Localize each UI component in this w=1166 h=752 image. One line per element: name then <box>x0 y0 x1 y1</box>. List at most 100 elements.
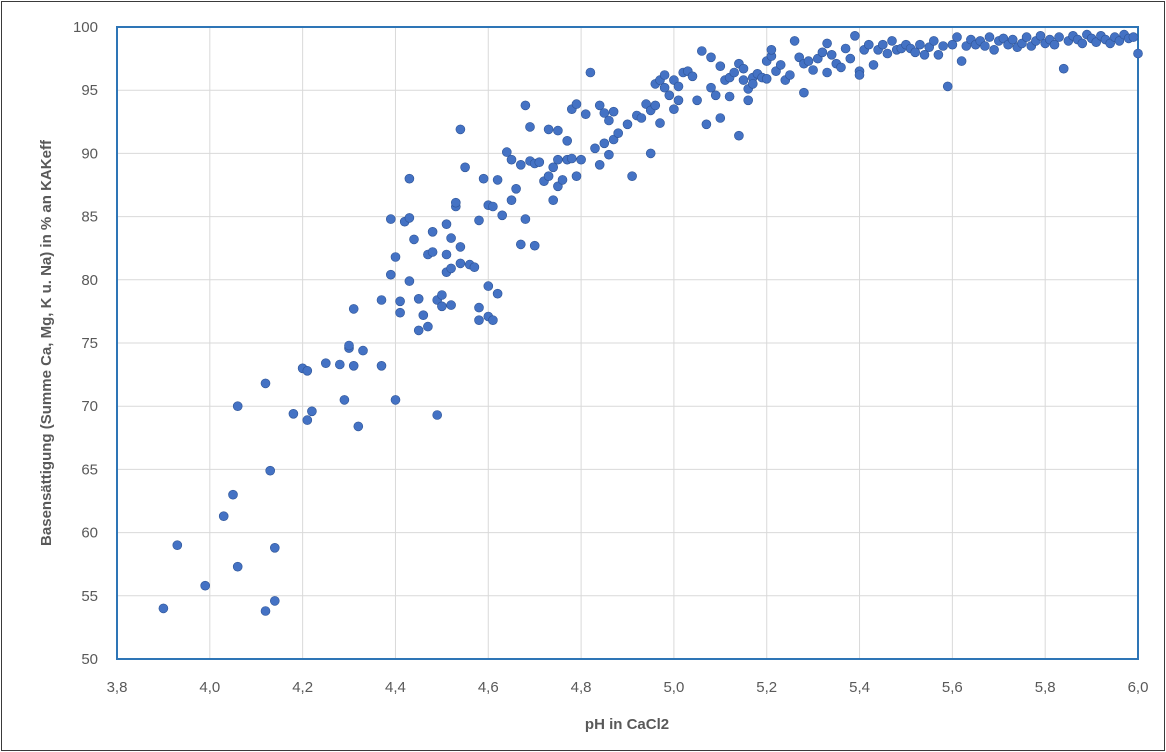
x-tick-label: 5,2 <box>756 679 777 696</box>
data-point <box>845 53 856 64</box>
data-point <box>446 263 456 274</box>
data-point <box>520 100 531 111</box>
data-point <box>604 149 614 160</box>
data-point <box>882 48 893 59</box>
data-point <box>863 39 874 50</box>
data-point <box>446 300 456 310</box>
data-point <box>474 215 484 226</box>
data-point <box>566 153 577 164</box>
data-point <box>218 511 229 522</box>
data-point <box>580 109 591 119</box>
data-point <box>269 596 280 606</box>
data-point <box>738 63 749 74</box>
data-point <box>729 67 740 78</box>
data-point <box>622 119 633 130</box>
data-point <box>488 201 498 212</box>
data-point <box>947 39 958 50</box>
data-point <box>413 325 424 336</box>
x-tick-label: 5,4 <box>849 679 870 696</box>
data-point <box>910 47 921 58</box>
data-point <box>868 60 879 70</box>
data-point <box>269 542 280 553</box>
data-point <box>395 307 405 318</box>
data-point <box>172 540 183 551</box>
data-point <box>840 43 851 54</box>
y-tick-label: 55 <box>81 588 98 605</box>
data-point <box>1007 34 1018 45</box>
data-point <box>501 147 512 157</box>
data-point <box>404 173 415 184</box>
data-point <box>334 359 345 370</box>
data-point <box>344 340 354 351</box>
data-point <box>724 91 735 102</box>
y-tick-label: 95 <box>81 82 98 99</box>
data-point <box>808 65 818 75</box>
data-point <box>984 32 995 42</box>
data-point <box>627 171 637 181</box>
data-point <box>715 61 726 71</box>
data-point <box>413 293 424 304</box>
data-point <box>358 345 368 356</box>
data-point <box>492 288 503 299</box>
data-point <box>822 38 832 49</box>
data-point <box>599 108 610 118</box>
data-point <box>441 249 452 260</box>
data-point <box>423 321 433 332</box>
data-point <box>854 70 865 80</box>
data-point <box>228 489 238 500</box>
data-point <box>376 295 387 305</box>
data-point <box>571 99 582 109</box>
data-point <box>232 401 243 412</box>
y-tick-label: 100 <box>73 19 98 36</box>
data-point <box>1035 30 1046 41</box>
data-point <box>515 239 526 250</box>
data-point <box>877 39 888 50</box>
data-point <box>673 95 684 106</box>
data-point <box>599 138 610 149</box>
data-point <box>594 160 605 170</box>
data-point <box>534 157 545 167</box>
data-point <box>1054 32 1064 42</box>
data-point <box>390 395 401 405</box>
data-point <box>339 395 350 405</box>
x-tick-label: 5,6 <box>942 679 963 696</box>
data-point <box>232 561 243 572</box>
data-point <box>789 36 800 46</box>
data-point <box>520 214 531 224</box>
data-point <box>710 90 721 101</box>
data-point <box>664 90 675 101</box>
y-tick-label: 50 <box>81 651 98 668</box>
data-point <box>938 41 948 51</box>
data-point <box>655 118 665 128</box>
y-tick-label: 80 <box>81 272 98 289</box>
data-point <box>585 67 596 78</box>
data-point <box>1091 37 1101 48</box>
y-tick-label: 75 <box>81 335 98 352</box>
data-point <box>915 39 925 50</box>
data-point <box>942 81 953 92</box>
x-tick-label: 5,0 <box>663 679 684 696</box>
data-point <box>432 410 443 420</box>
data-point <box>919 49 930 60</box>
data-point <box>803 56 814 66</box>
y-tick-label: 65 <box>81 461 98 478</box>
data-point <box>571 171 582 181</box>
y-axis-title: Basensättigung (Summe Ca, Mg, K u. Na) i… <box>38 139 55 546</box>
data-point <box>474 315 484 326</box>
data-point <box>200 580 210 591</box>
x-tick-label: 4,2 <box>292 679 313 696</box>
data-point <box>673 81 684 92</box>
data-point <box>385 214 396 224</box>
data-point <box>395 296 405 307</box>
data-point <box>1133 48 1143 59</box>
data-point <box>446 233 456 243</box>
data-point <box>348 304 359 314</box>
data-point <box>608 106 619 117</box>
data-point <box>766 44 777 55</box>
data-point <box>687 71 698 82</box>
data-point <box>980 41 990 51</box>
data-point <box>822 67 832 78</box>
data-point <box>548 195 559 205</box>
data-point <box>488 315 498 326</box>
